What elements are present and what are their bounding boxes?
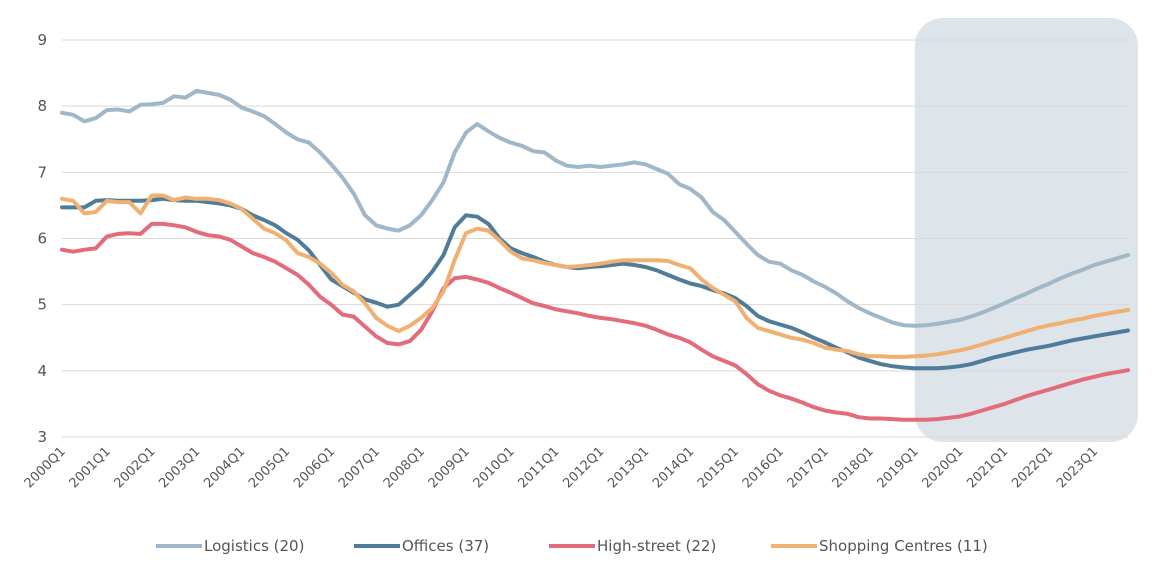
y-tick-label: 7 — [37, 163, 47, 181]
series-line-3 — [60, 193, 1130, 359]
series-lines — [60, 88, 1130, 422]
y-tick-label: 4 — [37, 362, 47, 380]
y-axis-ticks: 3 4 5 6 7 8 9 — [37, 31, 47, 446]
x-tick-label: 2009Q1 — [426, 444, 473, 491]
y-tick-label: 8 — [37, 97, 47, 115]
x-tick-label: 2018Q1 — [830, 444, 877, 491]
x-tick-label: 2022Q1 — [1009, 444, 1056, 491]
x-tick-label: 2000Q1 — [22, 444, 69, 491]
legend-label: Offices (37) — [402, 537, 489, 555]
x-tick-label: 2023Q1 — [1054, 444, 1101, 491]
series-line-0 — [60, 88, 1130, 328]
x-tick-label: 2006Q1 — [291, 444, 338, 491]
x-tick-label: 2008Q1 — [381, 444, 428, 491]
x-tick-label: 2013Q1 — [605, 444, 652, 491]
x-tick-label: 2010Q1 — [471, 444, 518, 491]
x-tick-label: 2002Q1 — [112, 444, 159, 491]
forecast-region-layer — [914, 18, 1138, 442]
x-tick-label: 2019Q1 — [875, 444, 922, 491]
x-tick-label: 2012Q1 — [560, 444, 607, 491]
x-tick-label: 2021Q1 — [964, 444, 1011, 491]
series-line-2 — [60, 221, 1130, 422]
y-tick-label: 3 — [37, 428, 47, 446]
y-tick-label: 6 — [37, 230, 47, 248]
x-tick-label: 2020Q1 — [919, 444, 966, 491]
x-tick-label: 2007Q1 — [336, 444, 383, 491]
legend-label: Logistics (20) — [204, 537, 304, 555]
y-tick-label: 5 — [37, 296, 47, 314]
x-tick-label: 2011Q1 — [515, 444, 562, 491]
x-tick-label: 2015Q1 — [695, 444, 742, 491]
forecast-region — [914, 18, 1138, 442]
x-tick-label: 2016Q1 — [740, 444, 787, 491]
y-tick-label: 9 — [37, 31, 47, 49]
legend-label: High-street (22) — [597, 537, 716, 555]
x-tick-label: 2014Q1 — [650, 444, 697, 491]
x-tick-label: 2004Q1 — [201, 444, 248, 491]
x-tick-label: 2001Q1 — [67, 444, 114, 491]
x-tick-label: 2017Q1 — [785, 444, 832, 491]
legend: Logistics (20) Offices (37) High-street (2… — [156, 537, 988, 555]
x-axis-ticks: 2000Q12001Q12002Q12003Q12004Q12005Q12006… — [22, 444, 1101, 491]
legend-label: Shopping Centres (11) — [819, 537, 988, 555]
x-tick-label: 2003Q1 — [156, 444, 203, 491]
x-tick-label: 2005Q1 — [246, 444, 293, 491]
